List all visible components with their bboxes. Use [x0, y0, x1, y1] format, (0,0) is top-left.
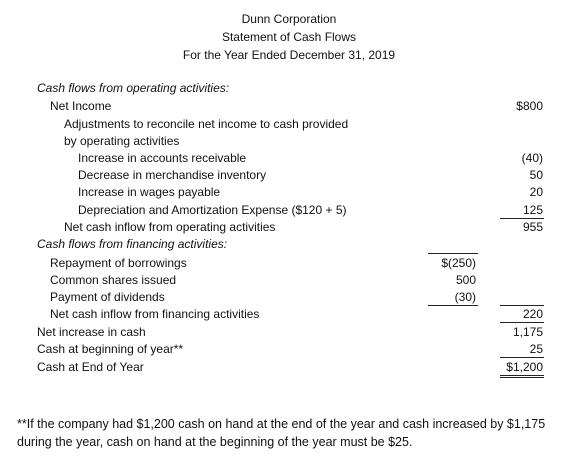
row-label: Common shares issued — [50, 273, 177, 287]
row-label: Repayment of borrowings — [50, 256, 187, 270]
amount: $(250) — [441, 256, 476, 270]
statement-title: Statement of Cash Flows — [221, 30, 357, 44]
row-label: Payment of dividends — [50, 290, 165, 304]
row-label: Decrease in merchandise inventory — [78, 168, 267, 182]
amount: 25 — [529, 342, 543, 356]
row-label: Increase in wages payable — [78, 185, 221, 199]
amount: 125 — [522, 203, 543, 217]
amount: 20 — [529, 185, 543, 199]
amount: 50 — [529, 168, 543, 182]
row-label: Adjustments to reconcile net income to c… — [64, 117, 349, 131]
rule — [500, 322, 544, 323]
amount: (30) — [454, 290, 476, 304]
row-label: Net cash inflow from financing activitie… — [50, 307, 260, 321]
footnote: **If the company had $1,200 cash on hand… — [17, 417, 546, 449]
amount: (40) — [521, 151, 543, 165]
rule — [500, 305, 544, 306]
rule — [428, 253, 478, 254]
amount: 955 — [522, 220, 543, 234]
rule — [428, 305, 478, 306]
amount: $1,200 — [506, 360, 543, 374]
section-heading: Cash flows from operating activities: — [37, 81, 230, 95]
amount: 1,175 — [512, 325, 543, 339]
section-heading: Cash flows from financing activities: — [37, 237, 228, 251]
amount: $800 — [516, 99, 543, 113]
double-rule — [500, 375, 544, 378]
row-label: Cash at beginning of year** — [37, 342, 184, 356]
row-label: by operating activities — [64, 134, 180, 148]
row-label: Depreciation and Amortization Expense ($… — [78, 203, 347, 217]
row-label: Net increase in cash — [37, 325, 146, 339]
rule — [500, 357, 544, 358]
amount: 500 — [455, 273, 476, 287]
company: Dunn Corporation — [241, 12, 337, 26]
rule — [500, 218, 544, 219]
row-label: Net cash inflow from operating activitie… — [64, 220, 276, 234]
amount: 220 — [522, 307, 543, 321]
row-label: Net Income — [50, 99, 112, 113]
row-label: Cash at End of Year — [37, 360, 144, 374]
period: For the Year Ended December 31, 2019 — [182, 48, 396, 62]
row-label: Increase in accounts receivable — [78, 151, 247, 165]
